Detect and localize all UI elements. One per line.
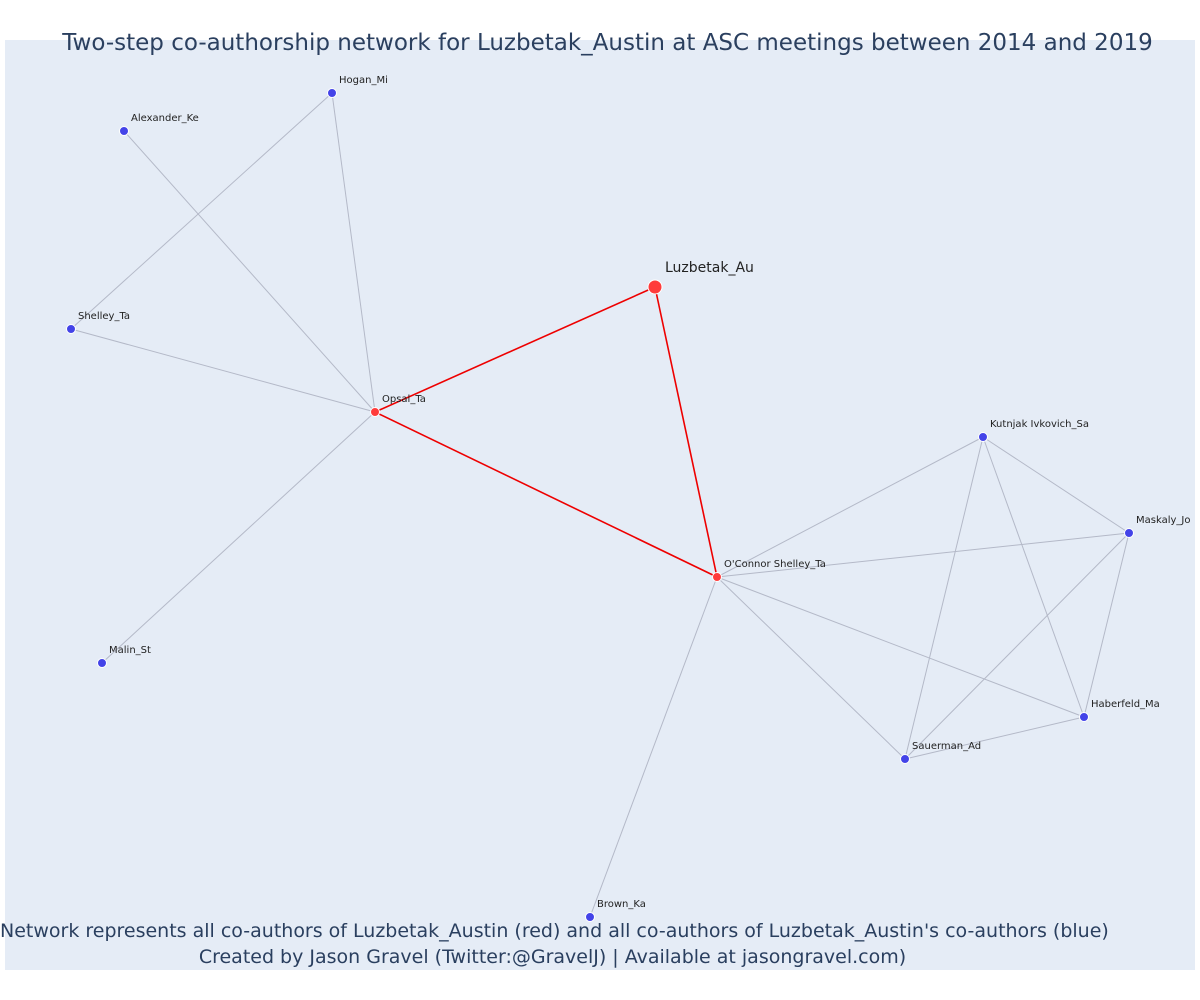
edge-maskaly-jo-sauerman-ad — [904, 532, 1130, 760]
node-luzbetak-au[interactable] — [647, 279, 663, 295]
footnote-line-1: Network represents all co-authors of Luz… — [0, 920, 1109, 942]
edge-kutnjak-ivkovich-sa-haberfeld-ma — [982, 436, 1085, 718]
edge-o-connor-shelley-ta-maskaly-jo — [716, 532, 1130, 578]
node-label-brown-ka: Brown_Ka — [597, 899, 646, 910]
footnote: Network represents all co-authors of Luz… — [0, 918, 1109, 970]
node-label-shelley-ta: Shelley_Ta — [78, 311, 130, 322]
footnote-line-2: Created by Jason Gravel (Twitter:@Gravel… — [198, 946, 907, 968]
plot-background — [5, 40, 1195, 970]
node-hogan-mi[interactable] — [327, 88, 337, 98]
edge-hogan-mi-shelley-ta — [70, 92, 333, 330]
edge-o-connor-shelley-ta-kutnjak-ivkovich-sa — [716, 436, 984, 578]
node-brown-ka[interactable] — [585, 912, 595, 922]
edge-kutnjak-ivkovich-sa-sauerman-ad — [904, 436, 984, 760]
edge-opsal-ta-shelley-ta — [70, 328, 376, 413]
node-label-maskaly-jo: Maskaly_Jo — [1136, 515, 1190, 526]
node-kutnjak-ivkovich-sa[interactable] — [978, 432, 988, 442]
node-maskaly-jo[interactable] — [1124, 528, 1134, 538]
edge-kutnjak-ivkovich-sa-maskaly-jo — [982, 436, 1130, 534]
edge-opsal-ta-alexander-ke — [123, 130, 376, 413]
node-alexander-ke[interactable] — [119, 126, 129, 136]
edge-o-connor-shelley-ta-brown-ka — [589, 576, 718, 918]
edge-layer — [70, 92, 1130, 918]
node-shelley-ta[interactable] — [66, 324, 76, 334]
node-label-haberfeld-ma: Haberfeld_Ma — [1091, 699, 1160, 710]
edge-o-connor-shelley-ta-haberfeld-ma — [716, 576, 1085, 718]
edge-opsal-ta-o-connor-shelley-ta — [374, 411, 718, 578]
node-label-luzbetak-au: Luzbetak_Au — [665, 260, 754, 276]
node-label-hogan-mi: Hogan_Mi — [339, 75, 388, 86]
node-label-o-connor-shelley-ta: O'Connor Shelley_Ta — [724, 559, 826, 570]
node-sauerman-ad[interactable] — [900, 754, 910, 764]
node-label-sauerman-ad: Sauerman_Ad — [912, 741, 981, 752]
node-label-kutnjak-ivkovich-sa: Kutnjak Ivkovich_Sa — [990, 419, 1089, 430]
node-label-malin-st: Malin_St — [109, 645, 151, 656]
node-label-alexander-ke: Alexander_Ke — [131, 113, 199, 124]
edge-maskaly-jo-haberfeld-ma — [1083, 532, 1130, 718]
label-layer: Luzbetak_Au Opsal_Ta O'Connor Shelley_Ta Ho… — [78, 75, 1190, 910]
edge-opsal-ta-hogan-mi — [331, 92, 376, 413]
edge-luzbetak-au-o-connor-shelley-ta — [654, 286, 718, 578]
node-o-connor-shelley-ta[interactable] — [712, 572, 722, 582]
edge-o-connor-shelley-ta-sauerman-ad — [716, 576, 906, 760]
edge-opsal-ta-malin-st — [101, 411, 376, 664]
node-layer — [66, 88, 1134, 922]
edge-haberfeld-ma-sauerman-ad — [904, 716, 1085, 760]
node-opsal-ta[interactable] — [370, 407, 380, 417]
node-haberfeld-ma[interactable] — [1079, 712, 1089, 722]
node-label-opsal-ta: Opsal_Ta — [382, 394, 426, 405]
chart-title: Two-step co-authorship network for Luzbe… — [62, 30, 1153, 56]
node-malin-st[interactable] — [97, 658, 107, 668]
edge-luzbetak-au-opsal-ta — [374, 286, 656, 413]
